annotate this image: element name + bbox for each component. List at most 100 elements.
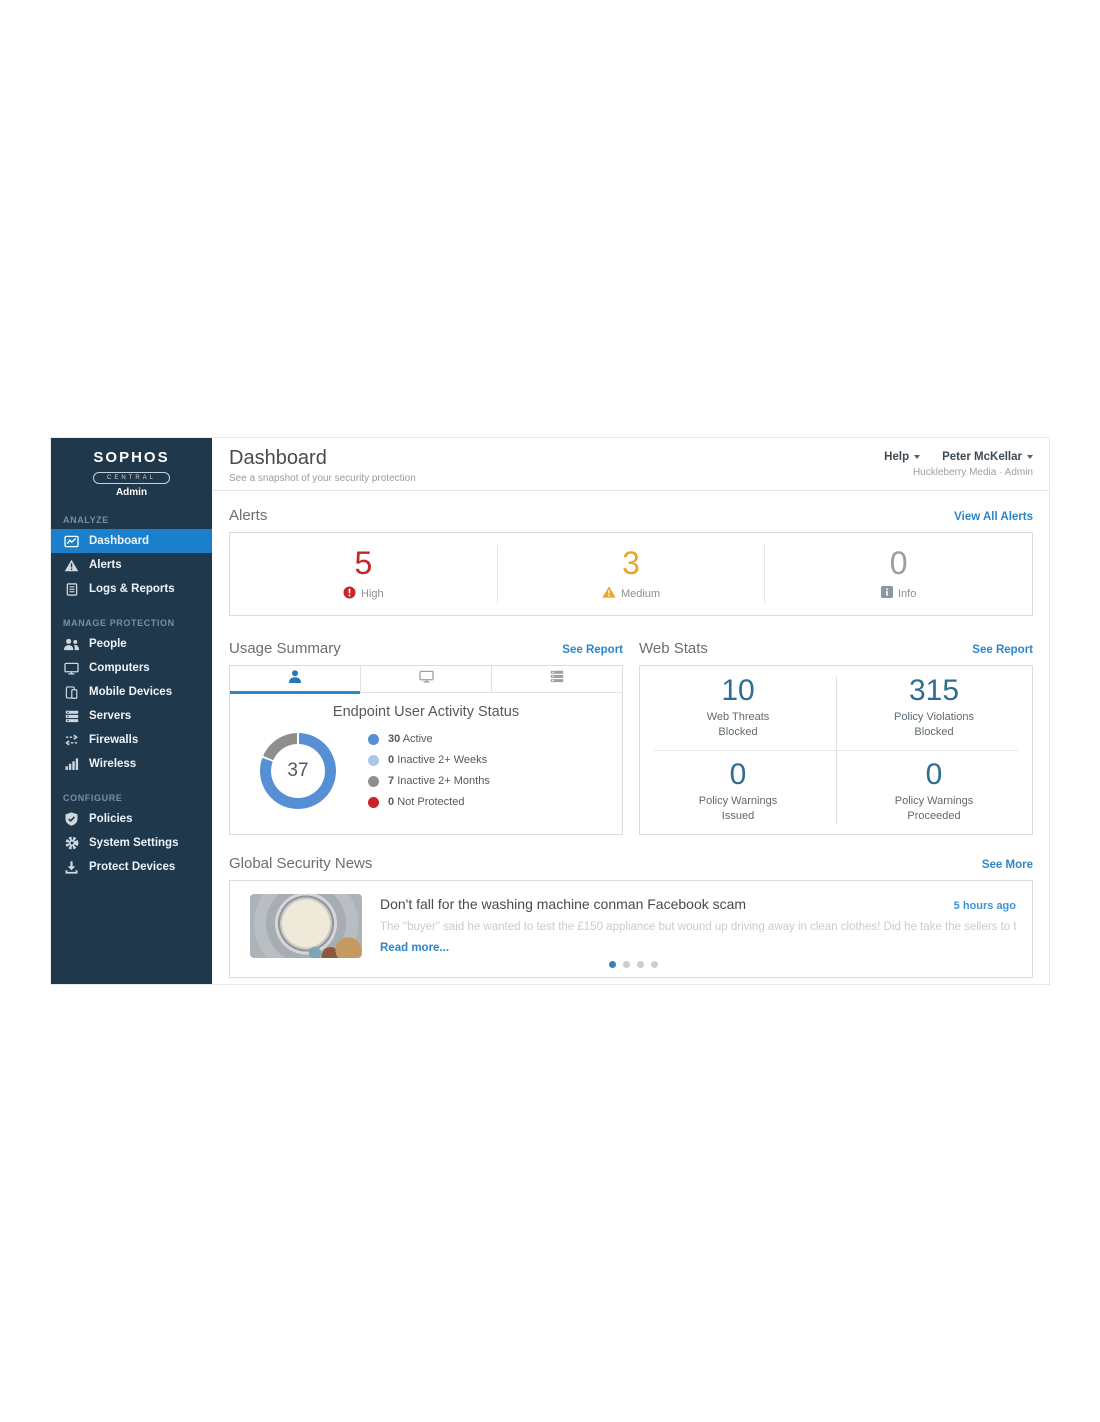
- sidebar-item-label: Dashboard: [89, 535, 150, 547]
- sidebar-item-label: People: [89, 638, 127, 650]
- central-badge: CENTRAL: [92, 472, 170, 484]
- help-menu[interactable]: Help: [884, 451, 921, 463]
- alert-severity-label: High: [361, 587, 384, 600]
- read-more-link[interactable]: Read more...: [380, 942, 450, 954]
- donut-legend: 30 Active 0 Inactive 2+ Weeks 7 Inactive…: [368, 726, 490, 815]
- news-headline[interactable]: Don't fall for the washing machine conma…: [380, 896, 747, 912]
- alert-severity-label: Medium: [620, 587, 661, 600]
- account-area: Help Peter McKellar Huckleberry Media · …: [884, 447, 1033, 478]
- alert-summary[interactable]: 0 Info: [765, 547, 1032, 601]
- sidebar-section-label: MANAGE PROTECTION: [63, 618, 175, 628]
- usage-see-report-link[interactable]: See Report: [562, 644, 623, 656]
- usage-tab[interactable]: [230, 666, 360, 694]
- usage-tab[interactable]: [491, 666, 622, 692]
- see-more-link[interactable]: See More: [981, 859, 1033, 871]
- admin-label: Admin: [115, 487, 148, 498]
- sidebar-item-label: Wireless: [89, 758, 137, 770]
- alerts-card: 5 High 3 Medium 0: [229, 532, 1033, 616]
- web-stats-title: Web Stats: [639, 640, 708, 657]
- endpoint-activity-title: Endpoint User Activity Status: [332, 704, 520, 720]
- sidebar-section: MANAGE PROTECTION People Computers: [51, 613, 212, 776]
- alert-count: 0: [889, 545, 908, 581]
- webstats-see-report-link[interactable]: See Report: [972, 644, 1033, 656]
- sidebar-item[interactable]: Wireless: [51, 752, 212, 776]
- pagination-dot[interactable]: [636, 961, 644, 968]
- news-thumbnail: [250, 894, 362, 958]
- news-summary: The "buyer" said he wanted to test the £…: [380, 921, 1016, 933]
- news-section-title: Global Security News: [229, 855, 373, 872]
- web-stat: 0 Policy Warnings Issued: [698, 757, 778, 822]
- sidebar-item-label: Mobile Devices: [89, 686, 173, 698]
- sidebar-item-label: Policies: [89, 813, 133, 825]
- alert-triangle-icon: [63, 558, 80, 573]
- sidebar-item[interactable]: Servers: [51, 704, 212, 728]
- alert-count: 3: [622, 545, 640, 581]
- chevron-down-icon: [1027, 455, 1033, 459]
- page-header: Dashboard See a snapshot of your securit…: [212, 438, 1049, 491]
- tab-computer-icon: [418, 670, 434, 688]
- legend-item: 0 Not Protected: [368, 794, 490, 810]
- sidebar-item[interactable]: Alerts: [51, 553, 212, 577]
- web-stats-card: 10 Web Threats Blocked 315 Policy Violati…: [639, 665, 1033, 835]
- dashboard-icon: [63, 534, 80, 549]
- chevron-down-icon: [914, 455, 921, 459]
- tab-server-icon: [550, 670, 564, 688]
- pagination-dot[interactable]: [650, 961, 658, 968]
- sidebar-item[interactable]: Protect Devices: [51, 855, 212, 879]
- legend-dot: [368, 754, 379, 766]
- view-all-alerts-link[interactable]: View All Alerts: [954, 511, 1033, 523]
- sidebar-item-label: Alerts: [89, 559, 122, 571]
- sidebar-section-label: CONFIGURE: [63, 793, 123, 803]
- brand-name: SOPHOS: [93, 449, 170, 466]
- dashboard-content: Alerts View All Alerts 5 High 3: [212, 491, 1049, 984]
- alert-summary[interactable]: 3 Medium: [498, 547, 765, 601]
- protect-devices-icon: [63, 860, 80, 875]
- pagination-dot[interactable]: [622, 961, 630, 968]
- alert-summary[interactable]: 5 High: [230, 547, 497, 602]
- sidebar-item[interactable]: Logs & Reports: [51, 577, 212, 601]
- legend-dot: [368, 796, 379, 808]
- sidebar-item[interactable]: People: [51, 632, 212, 656]
- legend-item: 7 Inactive 2+ Months: [368, 773, 490, 789]
- web-stat: 0 Policy Warnings Proceeded: [894, 757, 974, 822]
- sidebar-item[interactable]: Computers: [51, 656, 212, 680]
- policies-icon: [63, 812, 80, 827]
- org-label: Huckleberry Media · Admin: [912, 467, 1033, 478]
- stat-value: 0: [729, 757, 747, 791]
- divider: [764, 545, 766, 603]
- main-area: Dashboard See a snapshot of your securit…: [212, 438, 1049, 984]
- sidebar-item-label: Servers: [89, 710, 132, 722]
- sidebar-item[interactable]: Firewalls: [51, 728, 212, 752]
- alert-count: 5: [354, 544, 373, 581]
- high-alert-icon: [343, 586, 356, 602]
- sidebar-item[interactable]: Dashboard: [51, 529, 212, 553]
- tab-user-icon: [288, 670, 302, 688]
- web-stat: 315 Policy Violations Blocked: [894, 673, 974, 738]
- page-title: Dashboard: [229, 447, 327, 469]
- pagination-dot[interactable]: [608, 961, 616, 968]
- user-menu[interactable]: Peter McKellar: [942, 451, 1033, 463]
- donut-total: 37: [271, 743, 325, 798]
- sidebar-item[interactable]: System Settings: [51, 831, 212, 855]
- people-icon: [63, 637, 80, 652]
- servers-icon: [63, 709, 80, 724]
- firewalls-icon: [63, 733, 80, 748]
- stat-value: 10: [721, 673, 755, 707]
- news-timestamp: 5 hours ago: [953, 900, 1016, 912]
- usage-summary-card: Endpoint User Activity Status 37 30: [229, 665, 623, 835]
- info-icon: [881, 586, 893, 601]
- usage-summary-title: Usage Summary: [229, 640, 341, 657]
- wireless-icon: [63, 757, 80, 772]
- sidebar-item-label: Protect Devices: [89, 861, 176, 873]
- legend-item: 0 Inactive 2+ Weeks: [368, 752, 490, 768]
- alerts-section-title: Alerts: [229, 507, 268, 524]
- web-stat: 10 Web Threats Blocked: [706, 673, 770, 738]
- sidebar: SOPHOS CENTRAL Admin ANALYZE Dashboard: [51, 438, 212, 984]
- sidebar-item-label: System Settings: [89, 837, 179, 849]
- news-card: Don't fall for the washing machine conma…: [229, 880, 1033, 978]
- sidebar-item[interactable]: Mobile Devices: [51, 680, 212, 704]
- sidebar-item[interactable]: Policies: [51, 807, 212, 831]
- usage-tab[interactable]: [360, 666, 491, 692]
- legend-dot: [368, 733, 379, 745]
- mobile-devices-icon: [63, 685, 80, 700]
